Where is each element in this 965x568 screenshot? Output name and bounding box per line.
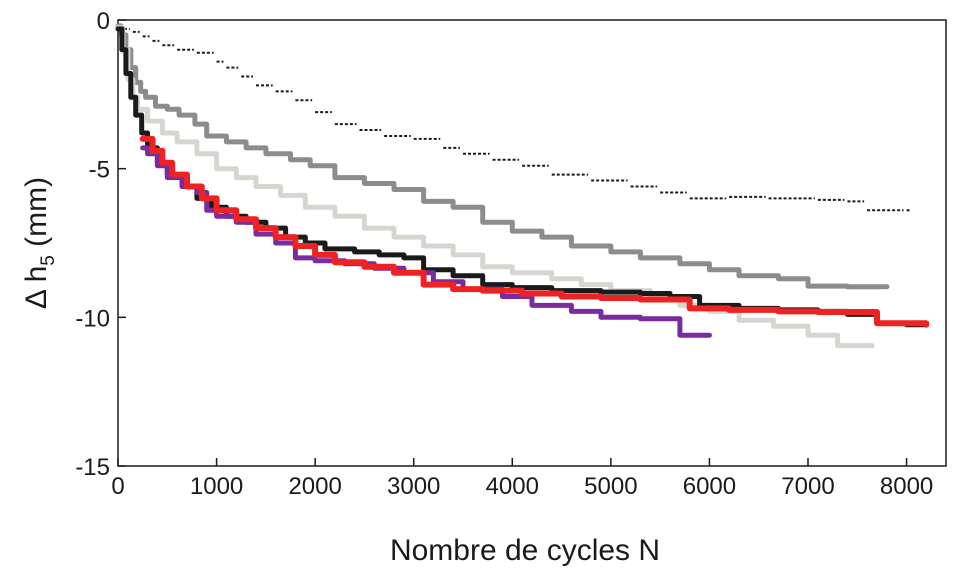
x-tick-label: 1000 [190, 473, 243, 500]
x-axis-ticks: 0 1000 2000 3000 4000 5000 6000 7000 8000 [111, 458, 933, 500]
x-tick-label: 0 [111, 473, 124, 500]
y-axis-title-main: Δ h [20, 266, 53, 309]
series-2-line [115, 24, 875, 349]
x-tick-label: 3000 [387, 473, 440, 500]
series-5 [139, 135, 930, 328]
y-tick-label: 0 [97, 8, 110, 35]
y-tick-label: -15 [75, 454, 110, 481]
x-tick-label: 8000 [880, 473, 933, 500]
x-axis-title: Nombre de cycles N [390, 534, 660, 567]
series-1 [115, 23, 890, 290]
x-tick-label: 5000 [584, 473, 637, 500]
x-tick-label: 4000 [486, 473, 539, 500]
y-tick-label: -5 [89, 157, 110, 184]
y-tick-label: -10 [75, 305, 110, 332]
x-tick-label: 7000 [781, 473, 834, 500]
x-tick-label: 6000 [683, 473, 736, 500]
series-2 [115, 24, 875, 349]
series-4-line [140, 145, 712, 338]
plot-frame [117, 19, 947, 467]
series-layer [115, 23, 930, 349]
y-axis-ticks: 0 -5 -10 -15 [75, 8, 126, 481]
series-0 [118, 23, 911, 212]
series-5-line [139, 135, 930, 328]
plot-area [117, 19, 947, 467]
y-axis-title-unit: (mm) [20, 177, 53, 255]
y-axis-title-subscript: 5 [38, 255, 59, 266]
x-tick-label: 2000 [288, 473, 341, 500]
y-axis-title: Δ h5 (mm) [20, 177, 59, 309]
series-1-line [115, 23, 890, 290]
series-4 [140, 145, 712, 338]
